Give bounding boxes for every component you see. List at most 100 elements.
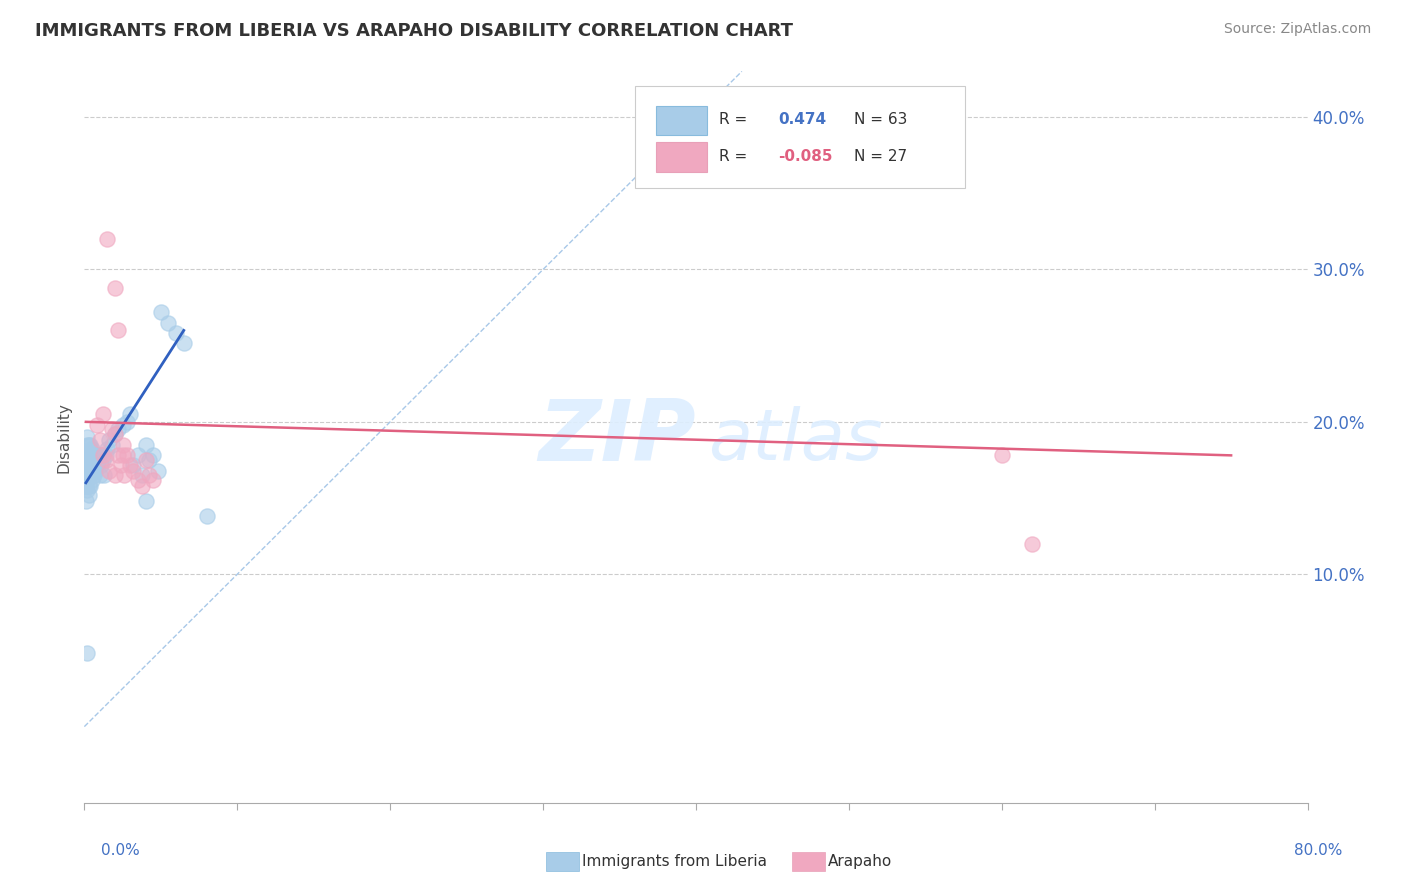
Point [90, 458, 112, 472]
Point [79, 458, 101, 472]
Point [76, 438, 98, 452]
Point [146, 464, 169, 478]
Point [86, 458, 108, 472]
Point [111, 417, 134, 432]
Point [91, 407, 114, 421]
Point [79, 468, 101, 483]
Point [120, 407, 142, 421]
Point [138, 468, 160, 483]
Point [79, 448, 101, 462]
Text: 80.0%: 80.0% [1295, 843, 1343, 858]
Point [77, 479, 100, 493]
Point [89, 468, 111, 483]
Point [991, 448, 1014, 462]
Point [80, 473, 103, 487]
Text: ZIP: ZIP [538, 395, 696, 479]
Point [149, 305, 172, 319]
Text: 0.0%: 0.0% [101, 843, 141, 858]
Point [173, 335, 195, 350]
Text: R =: R = [720, 112, 752, 128]
Point [89, 448, 111, 462]
Point [101, 422, 124, 436]
Point [165, 326, 187, 341]
Text: 0.474: 0.474 [778, 112, 827, 128]
Point [84, 453, 107, 467]
Point [91, 453, 114, 467]
Point [87, 453, 110, 467]
Point [76, 464, 98, 478]
Point [110, 458, 132, 472]
Point [83, 448, 105, 462]
Point [86, 448, 108, 462]
Point [83, 458, 105, 472]
Point [96, 442, 118, 457]
Point [107, 448, 129, 462]
Point [76, 453, 98, 467]
Point [94, 453, 117, 467]
Point [1021, 537, 1043, 551]
Text: atlas: atlas [709, 406, 883, 475]
Text: Source: ZipAtlas.com: Source: ZipAtlas.com [1223, 22, 1371, 37]
Point [93, 468, 115, 483]
Text: N = 27: N = 27 [853, 149, 907, 164]
Point [127, 473, 149, 487]
Point [75, 458, 97, 472]
Point [112, 468, 135, 483]
Point [104, 281, 127, 295]
Point [77, 468, 100, 483]
Point [76, 647, 98, 661]
Point [75, 448, 97, 462]
Point [135, 453, 157, 467]
Point [104, 427, 127, 442]
Point [91, 448, 114, 462]
Point [80, 464, 103, 478]
Point [195, 509, 218, 524]
Point [157, 316, 180, 330]
Point [89, 433, 111, 447]
Point [84, 464, 107, 478]
Point [80, 453, 103, 467]
Point [115, 415, 138, 429]
Point [104, 468, 127, 483]
Point [77, 448, 100, 462]
Point [135, 494, 157, 508]
Point [79, 479, 101, 493]
Point [75, 494, 97, 508]
Point [80, 442, 103, 457]
Y-axis label: Disability: Disability [56, 401, 72, 473]
Point [138, 453, 160, 467]
Point [101, 438, 124, 452]
Text: R =: R = [720, 149, 752, 164]
Point [75, 468, 97, 483]
FancyBboxPatch shape [655, 106, 707, 135]
Point [77, 488, 100, 502]
Point [76, 430, 98, 444]
Point [122, 464, 145, 478]
Point [83, 468, 105, 483]
Point [135, 438, 157, 452]
Point [86, 417, 108, 432]
Point [97, 464, 120, 478]
Point [122, 458, 145, 472]
Text: N = 63: N = 63 [853, 112, 907, 128]
Point [76, 445, 98, 459]
Point [96, 232, 118, 246]
Text: Arapaho: Arapaho [828, 855, 893, 869]
Point [142, 448, 165, 462]
Point [75, 479, 97, 493]
Point [107, 323, 129, 337]
FancyBboxPatch shape [636, 86, 965, 188]
Point [77, 438, 100, 452]
Point [79, 438, 101, 452]
Point [76, 473, 98, 487]
Point [131, 468, 153, 483]
Point [107, 422, 129, 436]
Point [111, 448, 134, 462]
Point [131, 479, 153, 493]
Point [115, 448, 138, 462]
Text: -0.085: -0.085 [778, 149, 832, 164]
Point [104, 427, 127, 442]
Text: IMMIGRANTS FROM LIBERIA VS ARAPAHO DISABILITY CORRELATION CHART: IMMIGRANTS FROM LIBERIA VS ARAPAHO DISAB… [35, 22, 793, 40]
Point [77, 458, 100, 472]
Text: Immigrants from Liberia: Immigrants from Liberia [582, 855, 768, 869]
